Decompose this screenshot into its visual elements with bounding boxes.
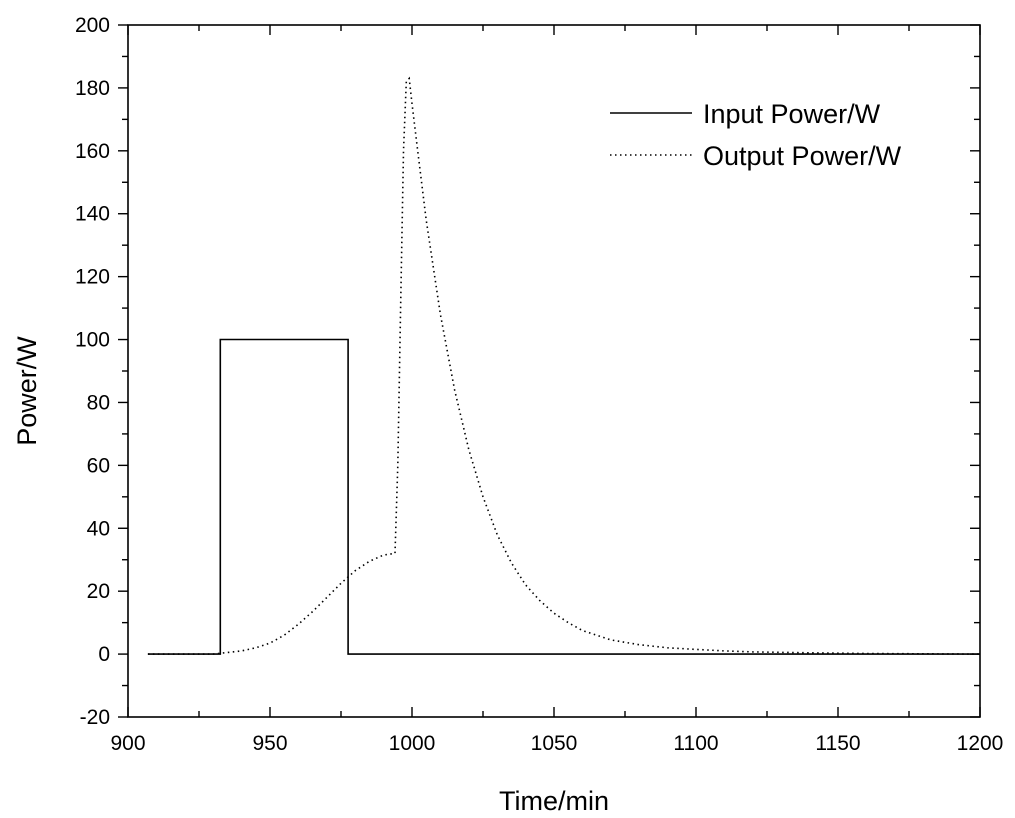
y-tick-label: 120 [75,266,110,289]
y-tick-label: 60 [87,454,110,477]
y-tick-label: 140 [75,203,110,226]
y-tick-label: 100 [75,329,110,352]
y-tick-label: 200 [75,14,110,37]
x-tick-label: 1000 [389,732,436,755]
x-axis-title: Time/min [499,786,609,816]
y-tick-label: -20 [80,706,110,729]
y-tick-label: 160 [75,140,110,163]
ticks-layer: 900 950 1000 1050 1100 1150 1200 -20 0 20 40 60 80 10… [75,14,1003,755]
y-tick-label: 40 [87,517,110,540]
y-axis-title: Power/W [12,336,42,446]
legend-label-input-power: Input Power/W [703,99,881,129]
x-tick-label: 1100 [673,732,718,755]
series-line-input-power-w [147,338,980,655]
y-tick-label: 0 [98,643,110,666]
plot-frame [127,24,981,718]
x-tick-label: 1050 [531,732,578,755]
series-line-output-power-w [147,76,981,655]
y-tick-label: 20 [87,580,110,603]
y-tick-label: 180 [75,77,110,100]
y-tick-label: 80 [87,391,110,414]
x-tick-label: 1200 [957,732,1004,755]
x-tick-label: 1150 [815,732,860,755]
x-tick-label: 900 [110,732,145,755]
x-tick-label: 950 [252,732,287,755]
legend-label-output-power: Output Power/W [703,141,902,171]
legend: Input Power/W Output Power/W [610,99,902,171]
plot-layer [147,76,981,655]
